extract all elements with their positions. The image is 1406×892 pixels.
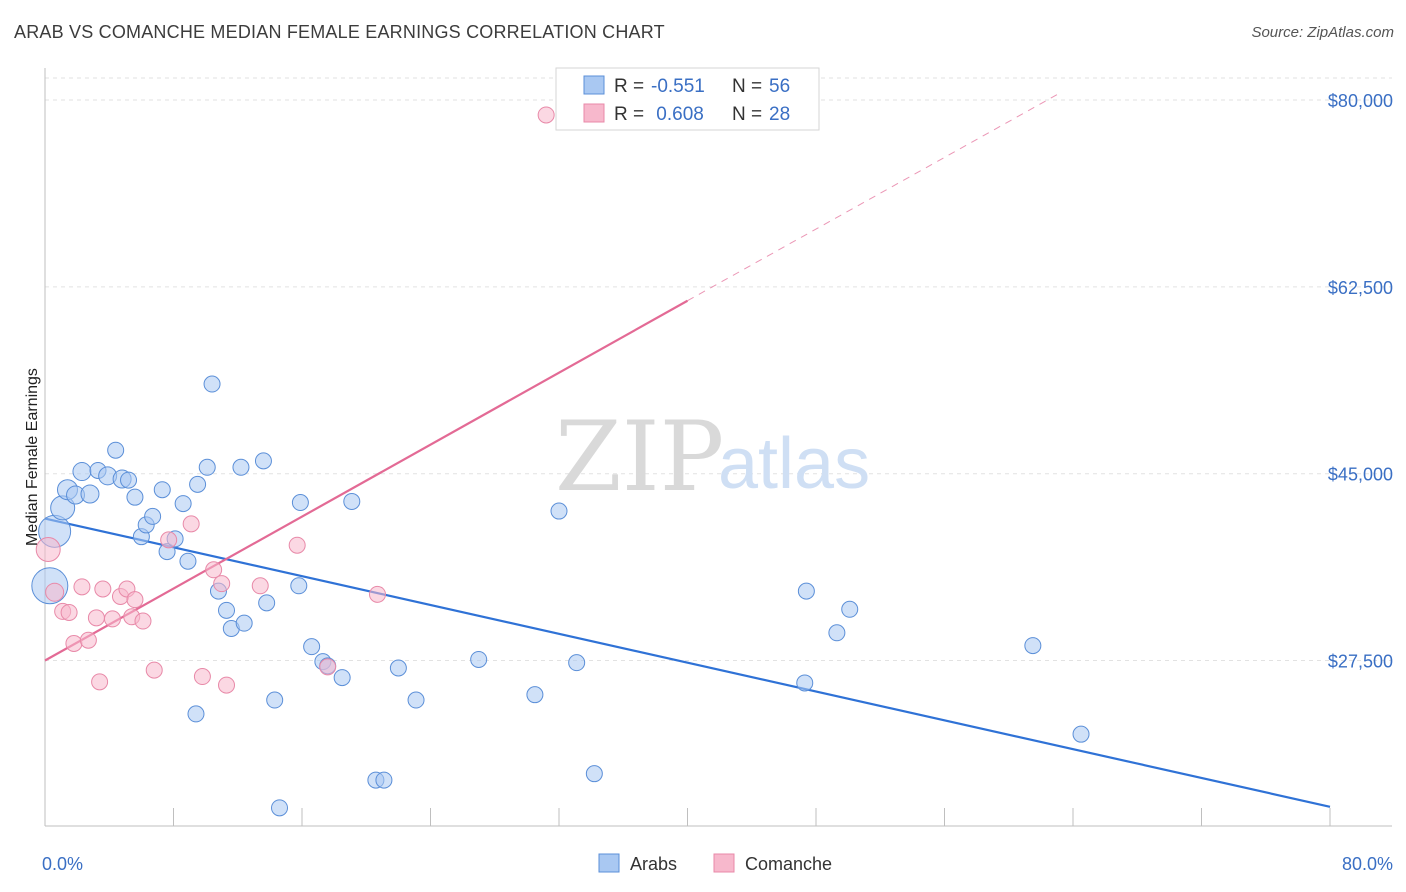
point-arabs: [407, 691, 425, 709]
point-arabs: [470, 650, 488, 668]
point-arabs: [568, 654, 586, 672]
point-comanche: [79, 631, 97, 649]
bottom-legend-label-comanche: Comanche: [745, 854, 832, 874]
point-comanche: [65, 634, 83, 652]
watermark-zip: ZIP: [555, 401, 724, 513]
point-comanche: [103, 610, 121, 628]
point-arabs: [333, 669, 351, 687]
point-arabs: [153, 481, 171, 499]
point-arabs: [254, 452, 272, 470]
y-axis-label: Median Female Earnings: [24, 368, 41, 546]
trendline-extension-comanche: [687, 94, 1058, 302]
bottom-legend-swatch-arabs: [598, 853, 620, 873]
watermark-atlas: atlas: [718, 424, 870, 504]
source-credit: Source: ZipAtlas.com: [1251, 24, 1394, 41]
legend-swatch-arabs: [583, 75, 605, 95]
point-arabs: [526, 686, 544, 704]
y-tick-label: $62,500: [1328, 278, 1393, 298]
point-arabs: [303, 638, 321, 656]
legend-r-label-arabs: R =: [614, 76, 644, 97]
axes-layer: $27,500 $45,000 $62,500 $80,000 0.0% 80.0%: [42, 68, 1393, 874]
y-tick-label: $27,500: [1328, 652, 1393, 672]
point-comanche: [134, 612, 152, 630]
point-arabs: [189, 475, 207, 493]
point-arabs: [203, 375, 221, 393]
point-comanche: [537, 106, 555, 124]
point-comanche: [218, 676, 236, 694]
point-arabs: [235, 614, 253, 632]
point-comanche: [94, 580, 112, 598]
point-arabs: [187, 705, 205, 723]
point-arabs: [585, 765, 603, 783]
y-tick-label: $80,000: [1328, 91, 1393, 111]
x-tick-label: 80.0%: [1342, 854, 1393, 874]
legend-box: R = -0.551 N = 56 R = 0.608 N = 28: [555, 67, 820, 131]
chart-title: ARAB VS COMANCHE MEDIAN FEMALE EARNINGS …: [14, 22, 665, 42]
legend-n-value-comanche: 28: [769, 104, 790, 125]
point-comanche: [205, 561, 223, 579]
trendline-layer: [44, 94, 1331, 808]
point-arabs: [80, 484, 100, 504]
point-arabs: [218, 601, 236, 619]
point-arabs: [375, 771, 393, 789]
point-comanche: [60, 603, 78, 621]
point-arabs: [120, 471, 138, 489]
point-arabs: [232, 458, 250, 476]
legend-n-label-arabs: N =: [732, 76, 762, 97]
point-arabs: [198, 458, 216, 476]
point-arabs: [797, 582, 815, 600]
trendline-arabs: [44, 517, 1331, 808]
watermark: ZIP atlas: [555, 401, 870, 513]
point-comanche: [126, 591, 144, 609]
legend-r-value-comanche: 0.608: [651, 104, 704, 125]
legend-n-value-arabs: 56: [769, 76, 790, 97]
point-arabs: [841, 600, 859, 618]
point-arabs: [72, 462, 92, 482]
point-arabs: [290, 577, 308, 595]
point-comanche: [288, 536, 306, 554]
point-arabs: [107, 441, 125, 459]
bottom-legend-label-arabs: Arabs: [630, 854, 677, 874]
point-comanche: [182, 515, 200, 533]
point-comanche: [160, 531, 178, 549]
point-arabs: [828, 624, 846, 642]
point-comanche: [193, 668, 211, 686]
point-comanche: [368, 585, 386, 603]
point-arabs: [266, 691, 284, 709]
point-comanche: [251, 577, 269, 595]
point-comanche: [35, 536, 61, 562]
point-comanche: [213, 575, 231, 593]
grid-layer: [45, 77, 1392, 662]
point-arabs: [179, 552, 197, 570]
point-arabs: [796, 674, 814, 692]
legend-r-value-arabs: -0.551: [651, 76, 705, 97]
point-comanche: [91, 673, 109, 691]
point-arabs: [1072, 725, 1090, 743]
point-comanche: [45, 582, 65, 602]
trendline-comanche: [44, 299, 689, 662]
point-arabs: [126, 488, 144, 506]
point-arabs: [271, 799, 289, 817]
point-comanche: [87, 609, 105, 627]
point-arabs: [174, 495, 192, 513]
point-arabs: [550, 502, 568, 520]
legend-n-label-comanche: N =: [732, 104, 762, 125]
point-comanche: [145, 661, 163, 679]
point-arabs: [1024, 637, 1042, 655]
y-tick-label: $45,000: [1328, 465, 1393, 485]
points-layer: [31, 106, 1090, 817]
bottom-legend: Arabs Comanche: [598, 853, 832, 874]
x-tick-label: 0.0%: [42, 854, 83, 874]
legend-swatch-comanche: [583, 103, 605, 123]
legend-r-label-comanche: R =: [614, 104, 644, 125]
point-arabs: [343, 492, 361, 510]
point-comanche: [319, 658, 337, 676]
point-arabs: [144, 507, 162, 525]
point-arabs: [291, 494, 309, 512]
point-arabs: [258, 594, 276, 612]
point-arabs: [389, 659, 407, 677]
bottom-legend-swatch-comanche: [713, 853, 735, 873]
point-comanche: [73, 578, 91, 596]
